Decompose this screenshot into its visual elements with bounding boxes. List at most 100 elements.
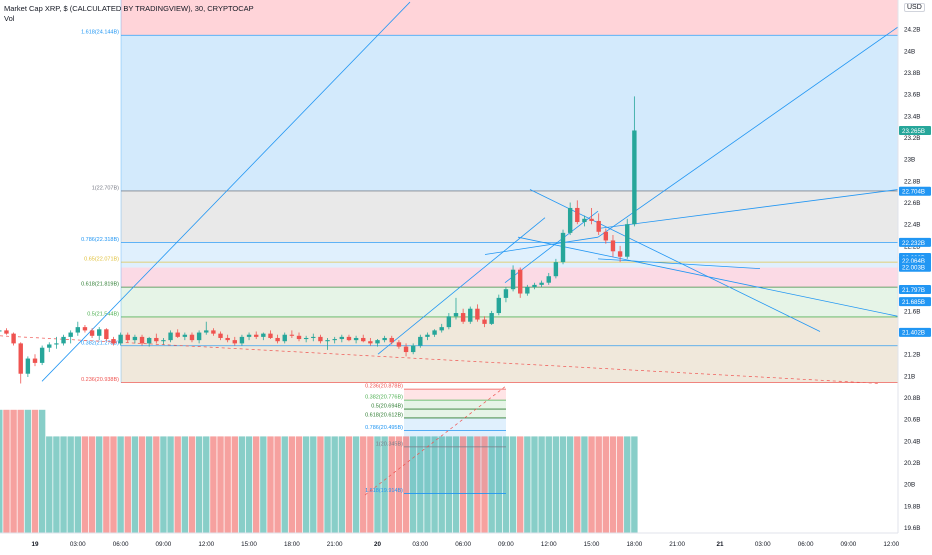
time-tick-label: 03:00	[412, 541, 428, 548]
trend-line	[597, 26, 899, 238]
time-tick-label: 15:00	[584, 541, 600, 548]
volume-bar	[10, 409, 17, 533]
candle	[396, 342, 402, 347]
price-tick-label: 22.6B	[904, 200, 920, 207]
volume-bar	[67, 436, 74, 533]
candle	[211, 330, 216, 334]
candle	[125, 334, 130, 341]
candle	[575, 207, 580, 223]
candle	[389, 337, 394, 343]
volume-bar	[566, 436, 574, 533]
volume-bar	[345, 436, 353, 533]
fib-levels: 1.618(24.144B) 1(22.707B) 0.786(22.318B) 0.…	[81, 0, 898, 494]
volume-bar	[452, 436, 460, 533]
volume-bar	[488, 436, 495, 533]
candle	[303, 337, 309, 340]
candle	[61, 336, 66, 344]
volume-bar	[74, 436, 82, 533]
candle	[132, 336, 138, 341]
candle	[332, 339, 337, 341]
candle	[282, 334, 287, 342]
fib-zones	[121, 0, 898, 494]
volume-bar	[267, 436, 274, 533]
candle	[496, 297, 502, 314]
candle	[175, 332, 180, 337]
volume-bar	[631, 436, 638, 533]
volume-bar	[624, 436, 631, 533]
volume-bar	[559, 436, 567, 533]
candle	[253, 334, 259, 337]
candle	[518, 269, 523, 294]
time-tick-label: 18:00	[626, 541, 642, 548]
fib-lower-label: 0.236(20.878B)	[365, 384, 403, 390]
volume-bar	[531, 436, 538, 533]
time-tick-label: 15:00	[241, 541, 257, 548]
candle	[104, 329, 109, 340]
time-tick-label: 03:00	[70, 541, 86, 548]
candle	[410, 345, 416, 353]
candle	[632, 130, 637, 225]
price-tick-label: 21.6B	[904, 308, 920, 315]
volume-bar	[231, 436, 238, 533]
candle	[446, 316, 452, 328]
volume-bar	[302, 436, 310, 533]
time-tick-label: 06:00	[798, 541, 814, 548]
price-label: 22.704B	[902, 189, 925, 196]
price-tick-label: 20.2B	[904, 460, 920, 467]
fib-zone-green	[121, 287, 898, 317]
candle	[68, 332, 73, 337]
candle	[47, 344, 52, 348]
price-tick-label: 20.6B	[904, 417, 920, 424]
volume-bar	[360, 436, 367, 533]
candle	[375, 340, 380, 344]
time-tick-label: 03:00	[755, 541, 771, 548]
volume-bar	[310, 436, 317, 533]
price-label-bg	[899, 297, 931, 307]
trend-line	[517, 236, 899, 317]
fib-zone-pink	[121, 267, 898, 288]
volume-bar	[167, 436, 174, 533]
volume-bar	[395, 436, 403, 533]
time-tick-label: 21:00	[669, 541, 685, 548]
candle	[560, 232, 566, 263]
price-tick-label: 19.6B	[904, 525, 920, 532]
volume-bar	[524, 436, 531, 533]
candle	[468, 308, 473, 322]
fib-level-label: 1(22.707B)	[92, 185, 119, 191]
price-label-bg	[899, 125, 931, 135]
candle	[311, 336, 316, 338]
time-tick-label: 09:00	[498, 541, 514, 548]
volume-bar	[238, 436, 246, 533]
fib-lower-label: 0.5(20.694B)	[371, 404, 403, 410]
candle	[189, 334, 195, 341]
candle	[118, 334, 123, 344]
currency-button[interactable]: USD	[904, 3, 925, 12]
volume-bar	[409, 436, 417, 533]
volume-bar	[96, 436, 103, 533]
volume-bar	[402, 436, 410, 533]
candle	[532, 284, 537, 288]
candle	[339, 336, 345, 340]
volume-bar	[274, 436, 281, 533]
candle	[75, 327, 81, 333]
candle	[182, 334, 188, 337]
candle	[489, 313, 494, 324]
volume-bar	[574, 436, 581, 533]
volume-bar	[502, 436, 510, 533]
price-label: 21.797B	[902, 287, 925, 294]
trend-line	[41, 1, 411, 382]
candle	[539, 282, 544, 285]
volume-bar	[552, 436, 560, 533]
candle	[261, 333, 266, 337]
volume-bar	[31, 409, 39, 533]
volume-bar	[46, 436, 53, 533]
time-axis: 19 03:00 06:00 09:00 12:00 15:00 18:00 21:00 20 0…	[0, 532, 932, 550]
price-tick-label: 23B	[904, 157, 915, 164]
candle	[32, 358, 38, 363]
time-tick-label: 18:00	[284, 541, 300, 548]
fib-lower-label: 0.786(20.495B)	[365, 425, 403, 431]
volume-bar	[609, 436, 617, 533]
trend-line	[597, 189, 899, 229]
